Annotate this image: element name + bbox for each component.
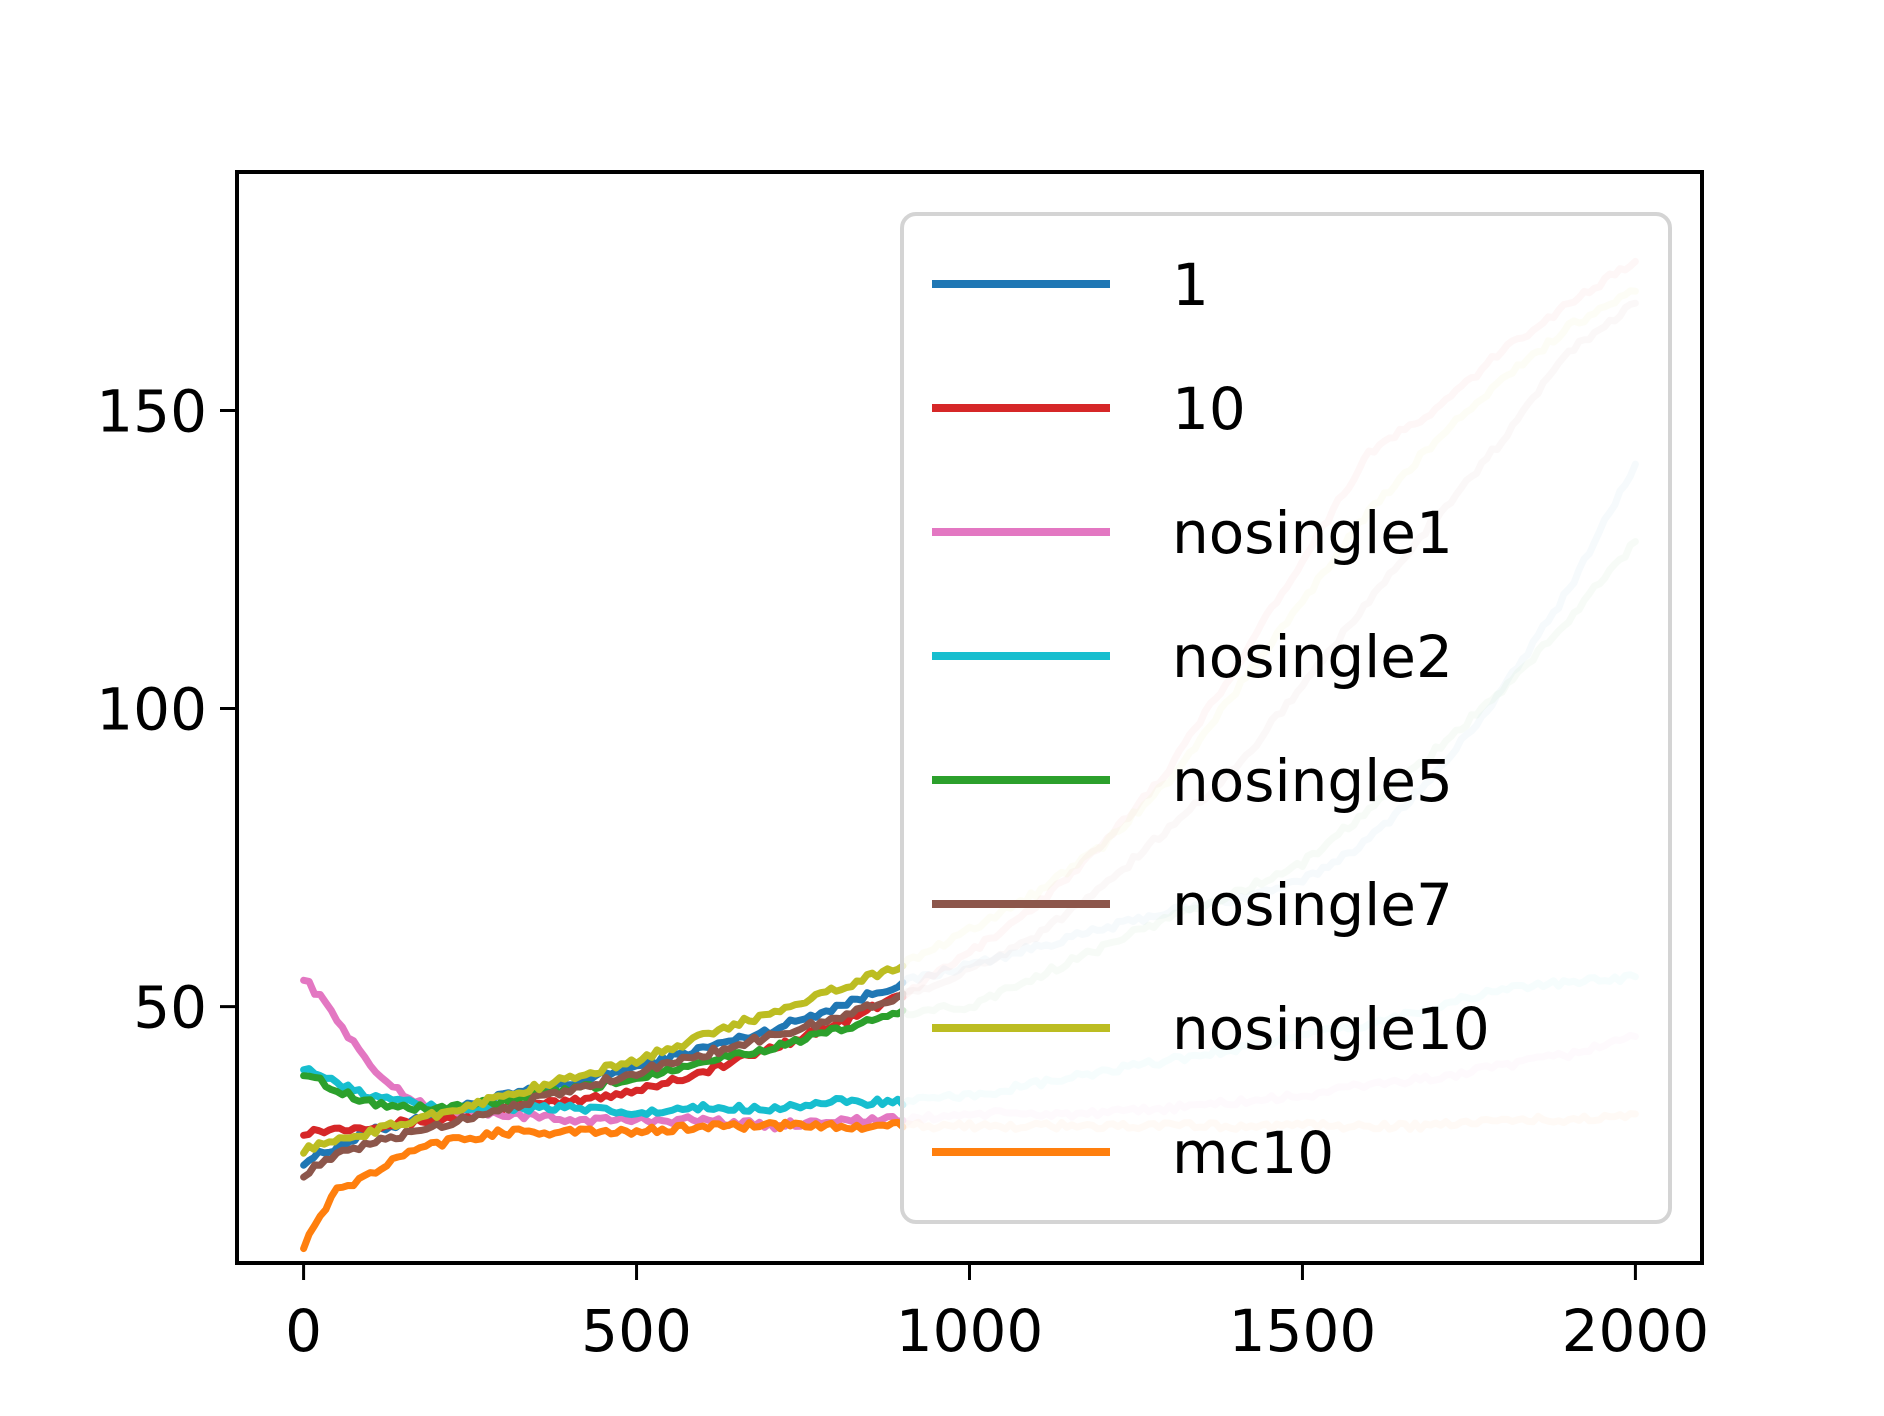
legend-item-nosingle1: nosingle1 [932, 499, 1453, 567]
series-line-mc10 [300, 1118, 907, 1253]
x-tick-label: 1000 [896, 1297, 1044, 1365]
legend-item-1: 1 [932, 251, 1209, 319]
legend-label: 1 [1172, 251, 1209, 319]
x-tick-label: 0 [285, 1297, 322, 1365]
legend-label: nosingle1 [1172, 499, 1453, 567]
legend-label: 10 [1172, 375, 1246, 443]
x-tick-label: 2000 [1562, 1297, 1710, 1365]
axes-layer: 0 500 1000 1500 2000 50 100 150 [96, 377, 1709, 1365]
legend-label: nosingle10 [1172, 995, 1490, 1063]
legend-label: nosingle2 [1172, 623, 1453, 691]
y-tick-label: 50 [133, 974, 207, 1042]
y-tick-label: 150 [96, 377, 207, 445]
legend-item-nosingle2: nosingle2 [932, 623, 1453, 691]
series-line-nosingle10 [300, 962, 907, 1157]
x-tick-label: 500 [581, 1297, 692, 1365]
legend-item-10: 10 [932, 375, 1246, 443]
legend-box [900, 212, 1672, 1224]
x-tick-label: 1500 [1229, 1297, 1377, 1365]
series-line-nosingle7 [300, 990, 907, 1181]
legend-label: mc10 [1172, 1119, 1334, 1187]
legend-label: nosingle7 [1172, 871, 1453, 939]
y-tick-label: 100 [96, 676, 207, 744]
plot-frame [235, 170, 1704, 1265]
legend-item-nosingle5: nosingle5 [932, 747, 1453, 815]
legend-label: nosingle5 [1172, 747, 1453, 815]
legend-item-nosingle10: nosingle10 [932, 995, 1490, 1063]
legend-item-nosingle7: nosingle7 [932, 871, 1453, 939]
series-line-nosingle2 [300, 1065, 907, 1119]
legend: 1 10 nosingle1 nosingle2 nosingle5 nosingle7 n… [900, 212, 1672, 1224]
legend-item-mc10: mc10 [932, 1119, 1334, 1187]
